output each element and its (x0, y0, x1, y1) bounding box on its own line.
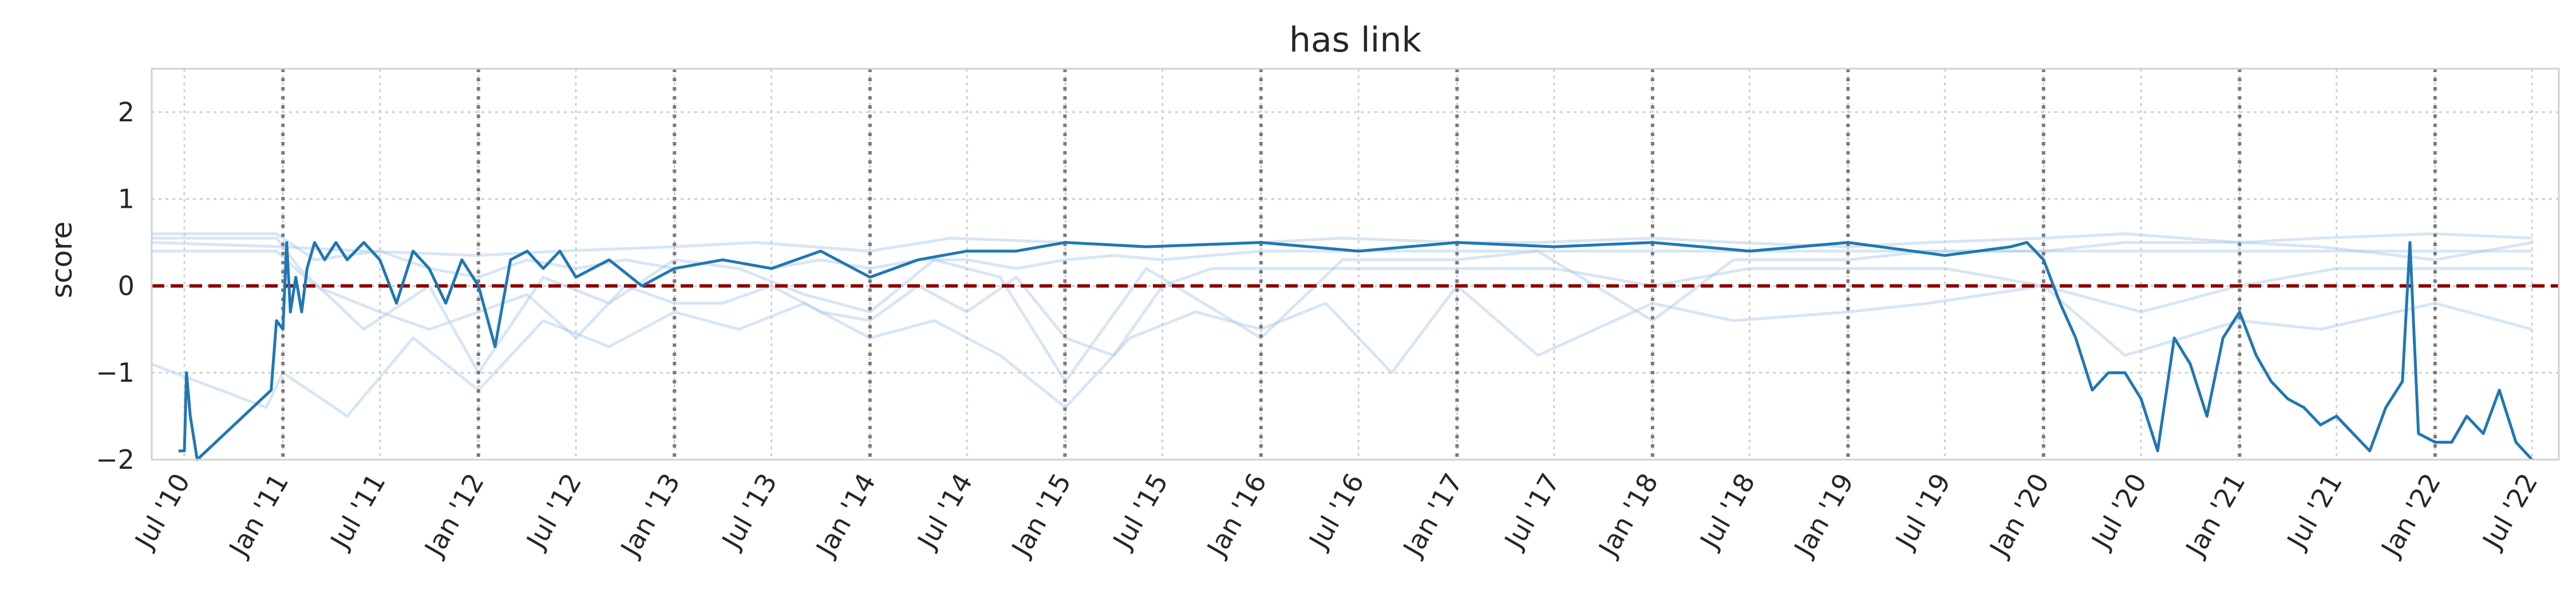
chart-title: has link (1289, 20, 1421, 60)
x-tick-labels: Jul '10 Jan '11 Jul '11 Jan '12 Jul '12 Jan '… (128, 468, 2544, 563)
y-tick-label: 1 (118, 184, 135, 215)
series-line-highlighted (178, 241, 2534, 461)
x-tick-label: Jul '18 (1693, 468, 1761, 555)
highlighted-series (178, 241, 2534, 461)
x-tick-label: Jan '20 (1983, 468, 2056, 563)
x-tick-label: Jul '15 (1106, 468, 1174, 555)
series-line-background (151, 284, 2532, 418)
x-tick-label: Jan '15 (1005, 468, 1077, 563)
series-line-background (152, 250, 2532, 357)
x-tick-label: Jan '13 (614, 468, 686, 563)
x-tick-label: Jan '19 (1787, 468, 1860, 563)
x-tick-label: Jan '22 (2374, 468, 2447, 563)
y-tick-label: 2 (118, 97, 135, 128)
y-tick-label: 0 (118, 270, 135, 301)
x-tick-label: Jan '11 (222, 468, 295, 563)
x-tick-label: Jan '16 (1200, 468, 1273, 563)
x-tick-label: Jul '10 (128, 468, 196, 555)
x-tick-label: Jan '14 (809, 468, 882, 563)
y-tick-label: −2 (96, 444, 135, 475)
x-tick-label: Jan '21 (2179, 468, 2251, 563)
y-axis-label: score (45, 222, 78, 298)
series-line-background (152, 236, 2532, 383)
year-marker-lines (281, 69, 2437, 460)
background-series (151, 232, 2532, 418)
y-tick-label: −1 (96, 357, 135, 388)
x-tick-label: Jan '17 (1396, 468, 1469, 563)
plot-frame (151, 68, 2560, 461)
x-tick-label: Jul '20 (2085, 468, 2153, 555)
x-tick-label: Jul '22 (2476, 468, 2544, 555)
x-tick-label: Jan '18 (1592, 468, 1665, 563)
x-tick-label: Jul '13 (715, 468, 783, 555)
x-tick-label: Jul '14 (911, 468, 979, 555)
x-tick-label: Jan '12 (417, 468, 490, 563)
x-tick-label: Jul '19 (1888, 468, 1957, 555)
x-tick-label: Jul '11 (323, 468, 392, 555)
x-tick-label: Jul '17 (1498, 468, 1566, 555)
y-tick-labels: 2 1 0 −1 −2 (96, 97, 135, 475)
x-tick-label: Jul '21 (2280, 468, 2348, 555)
x-tick-label: Jul '12 (519, 468, 587, 555)
x-tick-label: Jul '16 (1302, 468, 1370, 555)
